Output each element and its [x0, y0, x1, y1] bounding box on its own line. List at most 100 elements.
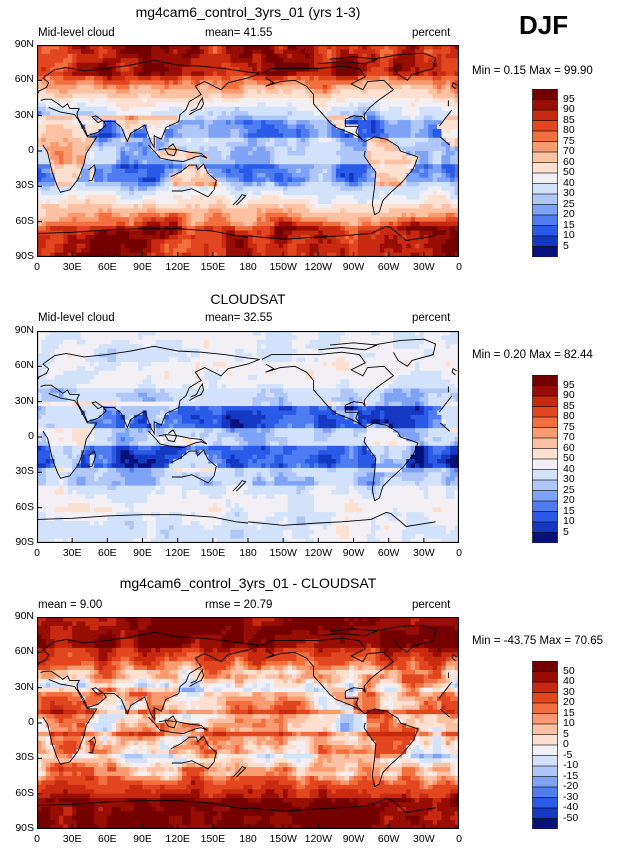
- coastline-borneo: [164, 143, 177, 157]
- coastline-indonesia: [148, 430, 208, 449]
- lon-tick-label: 90W: [342, 261, 365, 273]
- coastlines: [37, 338, 457, 527]
- lon-tick-label: 120W: [304, 547, 333, 559]
- colorbar-label: 90: [563, 103, 575, 115]
- colorbar-swatch: [532, 214, 558, 227]
- panel-2-colorbar: [532, 375, 558, 543]
- colorbar-label: -40: [563, 801, 579, 813]
- panel-1-map: [37, 45, 459, 257]
- colorbar-swatch: [532, 521, 558, 534]
- colorbar-swatch: [532, 671, 558, 683]
- colorbar-label: 50: [563, 664, 575, 677]
- coastline-newzealand: [232, 194, 247, 206]
- colorbar-label: 40: [563, 176, 575, 189]
- lat-tick-label: 90S: [15, 250, 34, 262]
- colorbar-label: 50: [563, 166, 575, 178]
- colorbar-label: 25: [563, 483, 575, 496]
- colorbar-label: 85: [563, 399, 575, 412]
- colorbar-swatch: [532, 765, 558, 778]
- lat-tick-label: 60N: [14, 645, 34, 658]
- coastline-antarctica: [247, 797, 436, 813]
- panel-2-mean-label: mean= 32.55: [205, 312, 273, 324]
- coastline-newzealand: [232, 480, 247, 492]
- lon-tick-label: 0: [34, 547, 40, 559]
- colorbar-swatch: [532, 246, 558, 257]
- colorbar-swatch: [532, 723, 558, 736]
- coastlines: [37, 52, 457, 241]
- coastline-australia: [170, 735, 217, 770]
- colorbar-swatch: [532, 681, 558, 694]
- coastline-arctic-islands: [318, 56, 378, 65]
- colorbar-swatch: [532, 713, 558, 725]
- panel-1-title: mg4cam6_control_3yrs_01 (yrs 1-3): [135, 4, 361, 20]
- colorbar-label: 70: [563, 145, 575, 157]
- lon-tick-label: 150W: [269, 833, 297, 845]
- lon-tick-label: 60E: [97, 833, 117, 845]
- coastline-antarctica: [37, 228, 249, 238]
- colorbar-label: 30: [563, 473, 575, 485]
- lon-tick-label: 60W: [377, 261, 400, 273]
- colorbar-label: 50: [563, 452, 575, 464]
- panel-2-units-label: percent: [412, 312, 451, 324]
- colorbar-label: 40: [563, 462, 575, 475]
- lon-tick-label: 120E: [165, 833, 190, 845]
- coastline-madagascar: [88, 450, 97, 467]
- lon-tick-label: 90E: [133, 547, 152, 559]
- panel-3-title: mg4cam6_control_3yrs_01 - CLOUDSAT: [119, 575, 377, 591]
- colorbar-swatch: [532, 437, 558, 450]
- colorbar-swatch: [532, 375, 558, 387]
- coastline-indonesia: [148, 144, 208, 163]
- coastline-europe-asia: [37, 631, 260, 722]
- colorbar-label: 20: [563, 208, 575, 220]
- coastline-antarctica: [37, 800, 249, 810]
- panel-1-left-label: Mid-level cloud: [38, 27, 115, 39]
- colorbar-swatch: [532, 786, 558, 799]
- lon-tick-label: 180: [239, 547, 257, 559]
- lon-tick-label: 120E: [165, 547, 190, 559]
- coastline-australia: [170, 163, 217, 198]
- panel-3-minmax: Min = -43.75 Max = 70.65: [472, 635, 604, 647]
- coastline-madagascar: [88, 736, 97, 753]
- coastline-north-america: [261, 637, 395, 714]
- colorbar-swatch: [532, 130, 558, 143]
- lon-tick-label: 0: [456, 833, 462, 845]
- coastline-japan: [189, 382, 204, 401]
- colorbar-label: -15: [563, 769, 579, 782]
- colorbar-label: 95: [563, 378, 575, 391]
- shaded-field: [37, 45, 459, 257]
- colorbar-swatch: [532, 532, 558, 543]
- colorbar-swatch: [532, 89, 558, 101]
- colorbar-label: 85: [563, 113, 575, 126]
- lat-tick-label: 0: [28, 716, 34, 728]
- panel-2-minmax: Min = 0.20 Max = 82.44: [472, 349, 593, 361]
- coastline-africa: [439, 136, 450, 146]
- colorbar-swatch: [532, 490, 558, 502]
- colorbar-label: 25: [563, 197, 575, 210]
- colorbar-swatch: [532, 406, 558, 418]
- colorbar-swatch: [532, 469, 558, 481]
- lon-tick-label: 150E: [200, 261, 226, 273]
- lon-tick-label: 90E: [133, 261, 152, 273]
- lon-tick-label: 30W: [413, 833, 435, 845]
- colorbar-swatch: [532, 427, 558, 439]
- panel-1-colorbar: [532, 89, 558, 257]
- lon-tick-label: 120W: [304, 261, 333, 273]
- lon-tick-label: 180: [239, 833, 257, 845]
- coastline-newzealand: [232, 766, 247, 778]
- lon-tick-label: 0: [456, 547, 462, 559]
- colorbar-label: 5: [563, 727, 569, 740]
- colorbar-label: 20: [563, 696, 575, 708]
- coastline-borneo: [164, 715, 177, 729]
- panel-3-units-label: percent: [412, 599, 451, 611]
- lat-tick-label: 30N: [14, 108, 34, 121]
- colorbar-label: -50: [563, 811, 579, 824]
- lon-tick-label: 150W: [269, 547, 297, 559]
- coastline-madagascar: [88, 164, 97, 181]
- colorbar-label: 60: [563, 441, 575, 454]
- lon-tick-label: 60E: [97, 261, 117, 273]
- coastline-europe-asia: [37, 345, 260, 436]
- lon-tick-label: 30E: [62, 833, 82, 845]
- colorbar-swatch: [532, 416, 558, 429]
- colorbar-label: 75: [563, 134, 575, 147]
- colorbar-swatch: [532, 162, 558, 174]
